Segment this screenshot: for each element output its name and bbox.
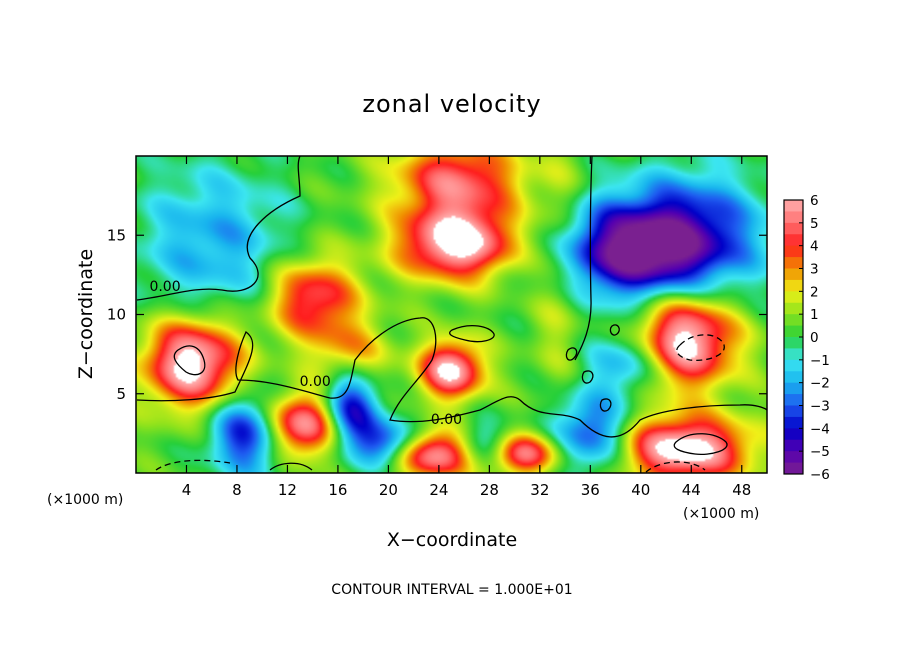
contour-labels: 0.00 0.00 0.00 bbox=[149, 279, 462, 428]
x-tick-label: 12 bbox=[278, 481, 297, 499]
colorbar-swatch bbox=[784, 200, 803, 212]
colorbar-tick-label: 6 bbox=[810, 193, 819, 209]
zero-contour-upper bbox=[136, 156, 301, 301]
colorbar-swatch bbox=[784, 451, 803, 464]
x-units-left: (×1000 m) bbox=[47, 492, 123, 508]
contour-label: 0.00 bbox=[149, 279, 180, 295]
colorbar-swatch bbox=[784, 234, 803, 247]
colorbar-swatch bbox=[784, 405, 803, 418]
x-tick-label: 24 bbox=[429, 481, 448, 499]
x-tick-label: 16 bbox=[328, 481, 347, 499]
colorbar-tick-label: 0 bbox=[810, 330, 819, 346]
y-tick-labels: 5 10 15 bbox=[107, 226, 126, 403]
heatmap-field bbox=[136, 156, 767, 473]
colorbar-swatches bbox=[784, 200, 803, 475]
x-tick-label: 40 bbox=[631, 481, 650, 499]
colorbar-tick-label: −1 bbox=[810, 353, 830, 369]
x-tick-label: 4 bbox=[182, 481, 192, 499]
colorbar-swatch bbox=[784, 302, 803, 315]
contour-bottom-right-dashed bbox=[645, 461, 706, 473]
contour-label: 0.00 bbox=[431, 412, 462, 428]
x-tick-label: 48 bbox=[732, 481, 751, 499]
contour-bottom-left-dashed bbox=[155, 459, 231, 471]
colorbar-tick-label: −5 bbox=[810, 444, 830, 460]
x-tick-label: 28 bbox=[480, 481, 499, 499]
contour-interval-note: CONTOUR INTERVAL = 1.000E+01 bbox=[331, 582, 572, 598]
y-axis-label: Z−coordinate bbox=[75, 249, 97, 379]
contour-bottom-mid bbox=[269, 462, 313, 471]
colorbar-swatch bbox=[784, 314, 803, 327]
colorbar-swatch bbox=[784, 382, 803, 395]
y-tick-label: 5 bbox=[116, 385, 126, 403]
colorbar-swatch bbox=[784, 439, 803, 452]
contour-wiggle-2 bbox=[581, 370, 594, 384]
colorbar-swatch bbox=[784, 257, 803, 269]
colorbar-tick-label: 1 bbox=[810, 307, 819, 323]
colorbar-tick-label: 3 bbox=[810, 262, 819, 278]
x-axis-label: X−coordinate bbox=[387, 529, 517, 551]
contour-wiggle-1 bbox=[565, 347, 578, 361]
colorbar-tick-label: 2 bbox=[810, 284, 819, 300]
colorbar-swatch bbox=[784, 279, 803, 292]
x-tick-label: 36 bbox=[581, 481, 600, 499]
contour-wiggle-3 bbox=[599, 398, 612, 412]
colorbar-swatch bbox=[784, 359, 803, 372]
colorbar-swatch bbox=[784, 245, 803, 258]
plot-area: 0.00 0.00 0.00 bbox=[135, 155, 768, 474]
x-tick-label: 20 bbox=[379, 481, 398, 499]
colorbar-swatch bbox=[784, 462, 803, 475]
contour-wiggle-4 bbox=[609, 324, 620, 336]
x-tick-label: 44 bbox=[682, 481, 701, 499]
contour-lines bbox=[136, 156, 767, 473]
contour-inner-left bbox=[173, 345, 206, 376]
zero-contour-middle bbox=[136, 317, 767, 438]
contour-label: 0.00 bbox=[300, 374, 331, 390]
y-tick-label: 15 bbox=[107, 226, 126, 244]
colorbar-swatch bbox=[784, 211, 803, 224]
axis-ticks bbox=[136, 156, 767, 473]
colorbar-swatch bbox=[784, 416, 803, 429]
colorbar-swatch bbox=[784, 325, 803, 338]
colorbar-swatch bbox=[784, 222, 803, 235]
colorbar-ticks: 6 5 4 3 2 1 0 −1 −2 −3 −4 −5 −6 bbox=[799, 193, 830, 483]
colorbar-swatch bbox=[784, 268, 803, 281]
colorbar: 6 5 4 3 2 1 0 −1 −2 −3 −4 −5 −6 bbox=[783, 193, 830, 483]
y-tick-label: 10 bbox=[107, 306, 126, 324]
colorbar-swatch bbox=[784, 291, 803, 304]
colorbar-swatch bbox=[784, 428, 803, 441]
x-units-right: (×1000 m) bbox=[683, 506, 759, 522]
colorbar-tick-label: 4 bbox=[810, 239, 819, 255]
chart-title: zonal velocity bbox=[362, 90, 541, 118]
x-tick-labels: 4 8 12 16 20 24 28 32 36 40 44 48 bbox=[182, 481, 752, 499]
colorbar-swatch bbox=[784, 348, 803, 361]
zero-contour-vertical bbox=[574, 156, 593, 361]
x-tick-label: 32 bbox=[530, 481, 549, 499]
colorbar-swatch bbox=[784, 394, 803, 406]
colorbar-tick-label: −2 bbox=[810, 376, 830, 392]
colorbar-tick-label: −6 bbox=[810, 467, 830, 483]
contour-island-1 bbox=[449, 324, 495, 343]
colorbar-tick-label: −4 bbox=[810, 421, 830, 437]
x-tick-label: 8 bbox=[232, 481, 242, 499]
colorbar-swatch bbox=[784, 371, 803, 384]
colorbar-swatch bbox=[784, 337, 803, 349]
contour-inner-bottom-right bbox=[673, 433, 728, 456]
colorbar-tick-label: 5 bbox=[810, 216, 819, 232]
colorbar-tick-label: −3 bbox=[810, 399, 830, 415]
